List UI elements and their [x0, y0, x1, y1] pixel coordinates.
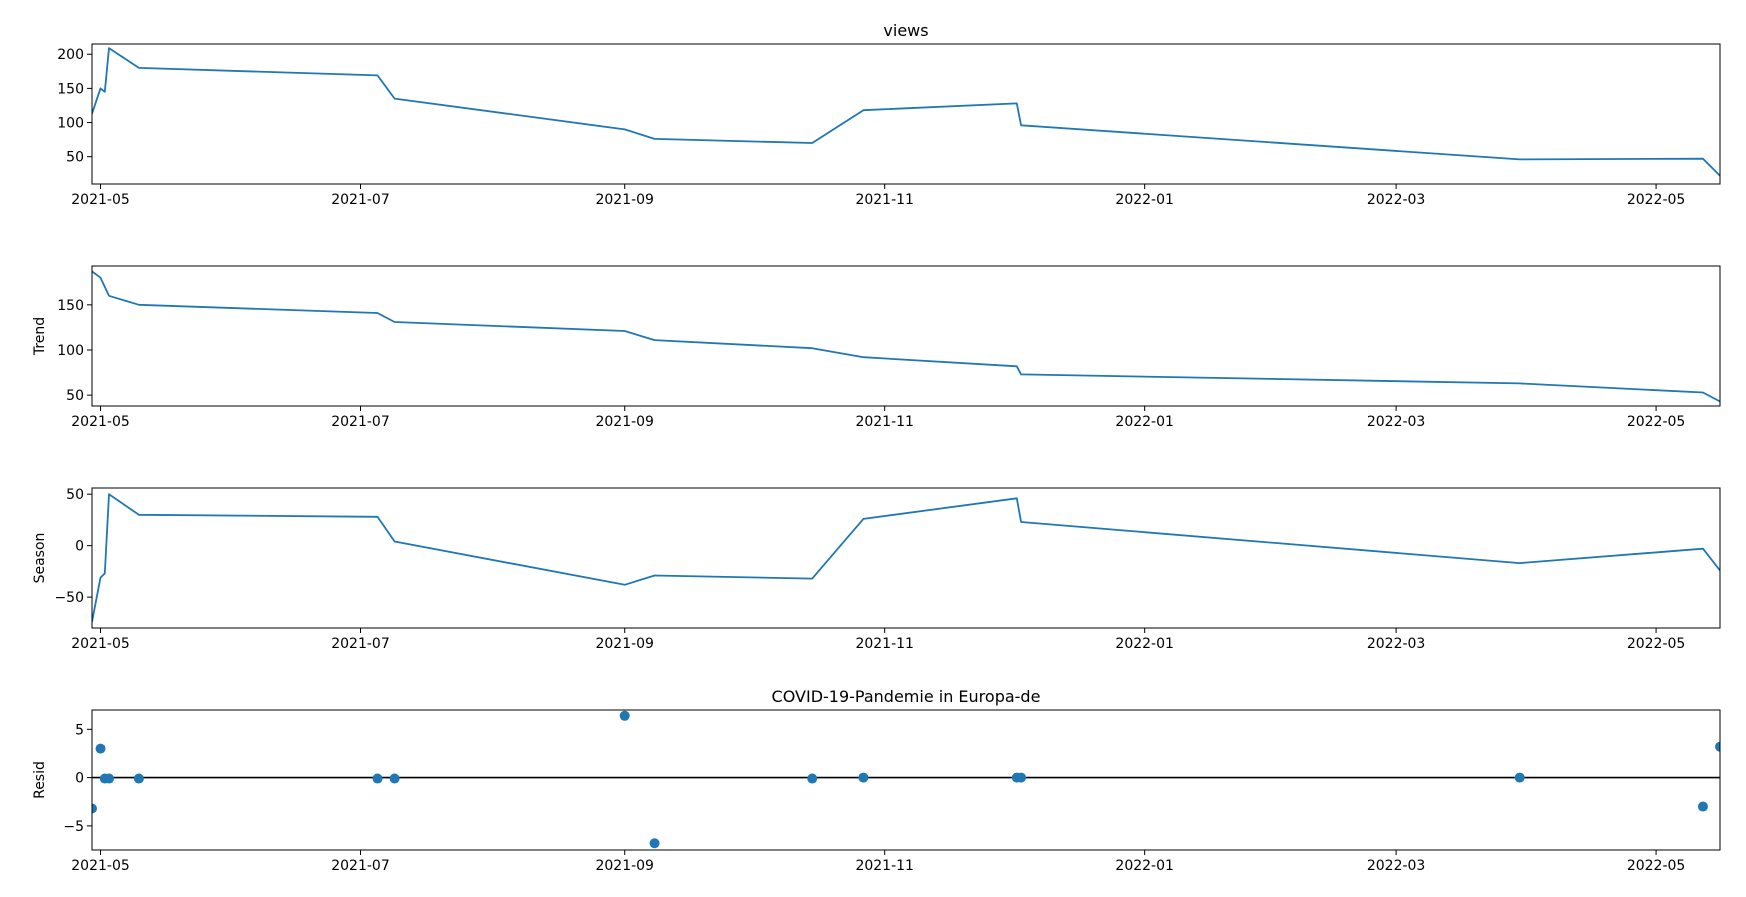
x-tick-label: 2022-03: [1367, 858, 1426, 874]
data-point: [95, 743, 106, 754]
data-point: [1016, 772, 1027, 783]
x-tick-label: 2022-03: [1367, 636, 1426, 652]
x-tick-label: 2021-09: [595, 636, 654, 652]
x-tick-label: 2022-05: [1627, 414, 1686, 430]
data-point: [858, 772, 869, 783]
series-line: [92, 47, 1720, 177]
x-tick-label: 2021-11: [855, 192, 914, 208]
x-tick-label: 2021-09: [595, 858, 654, 874]
y-tick-label: −5: [63, 819, 84, 835]
x-tick-label: 2021-07: [331, 414, 390, 430]
y-tick-label: 200: [57, 47, 84, 63]
data-point: [1514, 772, 1525, 783]
y-axis-label: Resid: [32, 761, 48, 799]
data-point: [104, 773, 115, 784]
y-tick-label: 150: [57, 298, 84, 314]
plot-area: [92, 710, 1720, 849]
x-tick-label: 2021-05: [71, 636, 130, 652]
x-tick-label: 2022-03: [1367, 414, 1426, 430]
subplot-3: Season −50 0 50 2021-05 2021-07 2021-09 2021-11…: [32, 487, 1721, 652]
x-tick-label: 2022-01: [1115, 858, 1174, 874]
y-axis-label: Season: [32, 533, 48, 584]
y-tick-label: 50: [66, 388, 84, 404]
subplot-title: views: [883, 21, 928, 40]
x-tick-label: 2022-05: [1627, 192, 1686, 208]
x-tick-label: 2022-03: [1367, 192, 1426, 208]
data-point: [807, 773, 818, 784]
x-tick-label: 2021-11: [855, 636, 914, 652]
series-line: [92, 270, 1720, 403]
data-point: [1715, 741, 1720, 752]
x-tick-label: 2021-07: [331, 192, 390, 208]
plot-area: [92, 47, 1720, 177]
y-tick-label: −50: [54, 590, 84, 606]
x-tick-label: 2022-05: [1627, 858, 1686, 874]
x-tick-label: 2021-11: [855, 414, 914, 430]
x-tick-label: 2021-05: [71, 858, 130, 874]
y-tick-label: 50: [66, 487, 84, 503]
y-axis-label: Trend: [32, 317, 48, 356]
plot-area: [92, 270, 1720, 403]
data-point: [372, 773, 383, 784]
y-tick-label: 50: [66, 150, 84, 166]
data-point: [619, 710, 630, 721]
y-tick-label: 0: [75, 771, 84, 787]
y-tick-label: 100: [57, 343, 84, 359]
plot-area: [92, 493, 1720, 622]
axes-frame: [91, 265, 1721, 407]
x-tick-label: 2022-01: [1115, 192, 1174, 208]
y-tick-label: 5: [75, 722, 84, 738]
data-point: [92, 803, 97, 814]
y-tick-label: 0: [75, 539, 84, 555]
x-tick-label: 2022-05: [1627, 636, 1686, 652]
data-point: [389, 773, 400, 784]
x-tick-label: 2021-09: [595, 192, 654, 208]
subplot-2: Trend 50 100 150 2021-05 2021-07 2021-09 2021-1…: [32, 265, 1721, 430]
y-tick-label: 100: [57, 116, 84, 132]
axes-frame: [91, 487, 1721, 629]
x-tick-label: 2021-05: [71, 414, 130, 430]
x-tick-label: 2021-09: [595, 414, 654, 430]
series-line: [92, 493, 1720, 622]
data-point: [1697, 801, 1708, 812]
x-tick-label: 2022-01: [1115, 636, 1174, 652]
x-tick-label: 2021-07: [331, 636, 390, 652]
x-tick-label: 2022-01: [1115, 414, 1174, 430]
x-tick-label: 2021-05: [71, 192, 130, 208]
axes-frame: [91, 43, 1721, 185]
subplot-1: views 50 100 150 200 2021-05 2021-07 2021-09 202…: [57, 21, 1721, 208]
subplot-title: COVID-19-Pandemie in Europa-de: [772, 687, 1041, 706]
data-point: [133, 773, 144, 784]
x-tick-label: 2021-07: [331, 858, 390, 874]
y-tick-label: 150: [57, 81, 84, 97]
x-tick-label: 2021-11: [855, 858, 914, 874]
axes-frame: [91, 709, 1721, 851]
data-point: [649, 838, 660, 849]
subplot-4: COVID-19-Pandemie in Europa-de Resid −5 0 5 2…: [32, 687, 1721, 874]
